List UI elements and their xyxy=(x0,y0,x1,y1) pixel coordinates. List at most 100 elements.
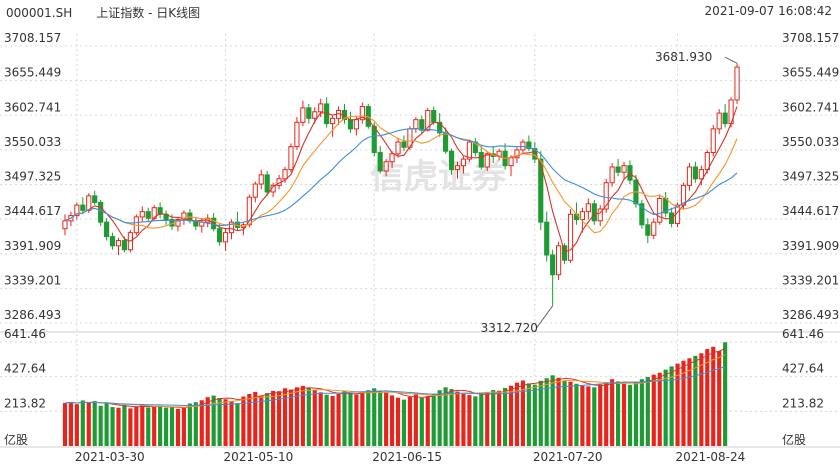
volume-bar xyxy=(223,399,228,446)
candle-body xyxy=(454,165,461,171)
volume-bar xyxy=(62,403,68,446)
volume-bar xyxy=(158,406,163,446)
volume-bar xyxy=(532,384,537,446)
volume-ma-lines xyxy=(64,348,726,409)
candle-body xyxy=(246,196,252,226)
volume-bar xyxy=(318,392,323,446)
volume-bar xyxy=(163,407,169,446)
volume-bar xyxy=(372,388,377,446)
candle-body xyxy=(443,132,449,152)
candle-body xyxy=(330,117,336,125)
candle-body xyxy=(252,183,258,198)
candle-body xyxy=(710,128,716,154)
volume-bar xyxy=(437,390,442,446)
candle-body xyxy=(282,169,288,180)
volume-bar xyxy=(324,394,329,446)
candle-body xyxy=(371,125,377,154)
volume-bar xyxy=(663,369,668,446)
stock-code: 000001.SH xyxy=(6,6,73,20)
candle-body xyxy=(603,182,609,210)
date-tick: 2021-07-20 xyxy=(533,450,603,464)
volume-bar xyxy=(306,387,311,446)
volume-bar xyxy=(491,390,496,446)
volume-bar xyxy=(98,405,103,446)
volume-bar xyxy=(502,387,508,446)
volume-bar xyxy=(645,376,650,446)
price-tick-left: 3708.157 xyxy=(4,31,61,45)
volume-bar xyxy=(312,389,317,446)
price-tick-left: 3339.201 xyxy=(4,273,61,287)
volume-bar xyxy=(217,398,222,446)
candle-body xyxy=(585,203,591,213)
volume-bar xyxy=(621,383,627,446)
volume-bar xyxy=(247,393,252,446)
price-tick-left: 3444.617 xyxy=(4,204,61,218)
price-tick-left: 3497.325 xyxy=(4,170,61,184)
volume-bar xyxy=(586,386,591,446)
volume-bar xyxy=(389,395,395,446)
candle-body xyxy=(609,166,615,184)
volume-bar xyxy=(556,377,561,446)
volume-bar xyxy=(110,407,115,446)
volume-bar xyxy=(455,391,460,446)
volume-bar xyxy=(508,385,514,446)
candle-body xyxy=(413,119,419,130)
price-tick-right: 3655.449 xyxy=(782,66,839,80)
candle-body xyxy=(508,157,514,167)
volume-bar xyxy=(687,358,692,446)
volume-bar xyxy=(699,353,704,446)
candles xyxy=(62,63,740,306)
volume-bar xyxy=(425,396,430,446)
volume-bar xyxy=(146,407,151,446)
volume-bar xyxy=(419,398,424,446)
candle-body xyxy=(425,109,431,131)
candle-body xyxy=(544,221,550,256)
price-tick-right: 3602.741 xyxy=(782,100,839,114)
candle-body xyxy=(377,152,383,172)
volume-bar xyxy=(526,383,531,446)
volume-bar xyxy=(68,401,74,446)
volume-bar xyxy=(711,346,716,446)
price-tick-right: 3391.909 xyxy=(782,239,839,253)
volume-bar xyxy=(610,379,615,446)
volume-bar xyxy=(175,408,181,446)
candle-body xyxy=(217,228,223,243)
date-tick: 2021-05-10 xyxy=(224,450,294,464)
volume-bar xyxy=(366,390,371,446)
price-tick-left: 3391.909 xyxy=(4,239,61,253)
ma10-line xyxy=(64,115,738,234)
date-tick: 2021-06-15 xyxy=(372,450,442,464)
volume-bar xyxy=(705,349,710,446)
volume-bar xyxy=(479,394,484,446)
volume-bar xyxy=(520,380,526,446)
candle-body xyxy=(538,158,544,223)
candle-body xyxy=(98,201,104,223)
volume-bar xyxy=(181,407,187,446)
volume-bar xyxy=(395,397,401,446)
volume-bar xyxy=(604,381,609,446)
volume-bar xyxy=(657,372,662,446)
volume-bar xyxy=(431,393,436,446)
volume-ma20-line xyxy=(64,366,726,407)
candle-body xyxy=(651,221,657,236)
volume-bar xyxy=(199,400,204,446)
candle-body xyxy=(716,112,722,130)
candle-body xyxy=(561,245,568,261)
candle-body xyxy=(306,107,312,119)
ma-lines xyxy=(64,106,738,253)
candle-body xyxy=(597,208,603,222)
annotations: 3681.930 3312.720 xyxy=(481,50,738,335)
price-tick-left: 3286.493 xyxy=(4,308,61,322)
volume-unit-right: 亿股 xyxy=(782,432,806,447)
volume-bar xyxy=(633,381,639,446)
volume-bar xyxy=(651,374,656,446)
volume-bar xyxy=(229,401,234,446)
volume-bar xyxy=(681,360,686,446)
chart-title: 上证指数 - 日K线图 xyxy=(96,6,201,20)
candle-body xyxy=(109,236,116,247)
price-tick-right: 3497.325 xyxy=(782,170,839,184)
volume-bar xyxy=(342,391,347,446)
price-tick-right: 3708.157 xyxy=(782,31,839,45)
volume-bars xyxy=(62,342,728,446)
